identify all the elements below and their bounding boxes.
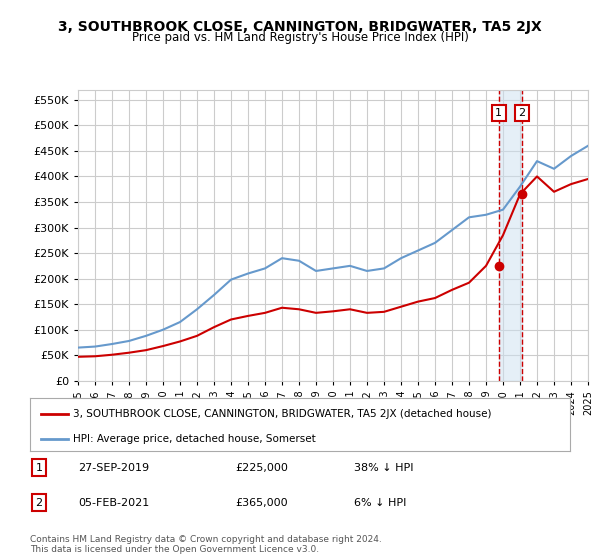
Text: 05-FEB-2021: 05-FEB-2021 [79, 498, 150, 507]
Text: Contains HM Land Registry data © Crown copyright and database right 2024.
This d: Contains HM Land Registry data © Crown c… [30, 535, 382, 554]
Text: Price paid vs. HM Land Registry's House Price Index (HPI): Price paid vs. HM Land Registry's House … [131, 31, 469, 44]
Text: 3, SOUTHBROOK CLOSE, CANNINGTON, BRIDGWATER, TA5 2JX (detached house): 3, SOUTHBROOK CLOSE, CANNINGTON, BRIDGWA… [73, 409, 492, 418]
Text: 38% ↓ HPI: 38% ↓ HPI [354, 463, 413, 473]
Text: 27-SEP-2019: 27-SEP-2019 [79, 463, 150, 473]
Text: £365,000: £365,000 [235, 498, 288, 507]
Text: 1: 1 [495, 108, 502, 118]
Bar [499, 90, 521, 381]
Text: 6% ↓ HPI: 6% ↓ HPI [354, 498, 406, 507]
Text: 2: 2 [35, 498, 43, 507]
Text: 3, SOUTHBROOK CLOSE, CANNINGTON, BRIDGWATER, TA5 2JX: 3, SOUTHBROOK CLOSE, CANNINGTON, BRIDGWA… [58, 20, 542, 34]
Text: HPI: Average price, detached house, Somerset: HPI: Average price, detached house, Some… [73, 434, 316, 444]
Text: 1: 1 [35, 463, 43, 473]
Text: £225,000: £225,000 [235, 463, 288, 473]
Text: 2: 2 [518, 108, 525, 118]
